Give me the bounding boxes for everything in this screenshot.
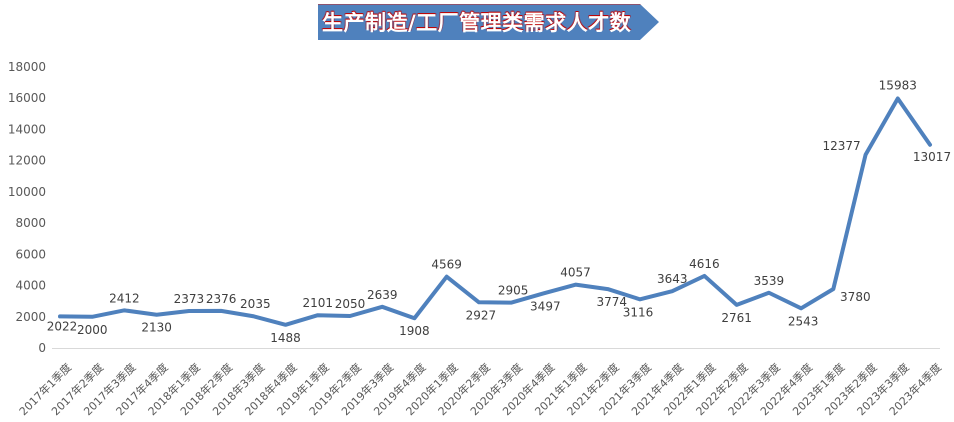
chart-title-banner: 生产制造/工厂管理类需求人才数 (318, 4, 659, 40)
data-label: 2761 (721, 311, 752, 325)
data-label: 2543 (788, 314, 819, 328)
data-label: 4057 (560, 266, 591, 280)
y-axis-tick-label: 4000 (15, 279, 46, 293)
data-label: 1908 (399, 324, 430, 338)
data-label: 3643 (657, 272, 688, 286)
data-label: 3774 (597, 295, 628, 309)
y-axis-tick-label: 14000 (8, 122, 46, 136)
data-label: 2050 (335, 297, 366, 311)
data-label: 2412 (109, 291, 140, 305)
y-axis-tick-label: 2000 (15, 310, 46, 324)
y-axis-tick-label: 16000 (8, 91, 46, 105)
data-label: 15983 (879, 78, 917, 92)
y-axis-tick-label: 18000 (8, 60, 46, 74)
data-label: 2639 (367, 288, 398, 302)
y-axis-tick-label: 10000 (8, 185, 46, 199)
data-label: 3497 (530, 299, 561, 313)
data-label: 2927 (466, 308, 497, 322)
data-label: 2000 (77, 323, 108, 337)
data-label: 2035 (240, 297, 271, 311)
y-axis-tick-label: 6000 (15, 247, 46, 261)
y-axis-tick-label: 0 (38, 341, 46, 355)
data-label: 2101 (303, 296, 334, 310)
data-label: 13017 (913, 150, 951, 164)
data-label: 3780 (840, 290, 871, 304)
data-label: 2376 (206, 292, 237, 306)
data-label: 2905 (498, 284, 529, 298)
data-label: 2022 (47, 319, 78, 333)
y-axis-tick-label: 8000 (15, 216, 46, 230)
y-axis-tick-label: 12000 (8, 154, 46, 168)
data-label: 3539 (754, 274, 785, 288)
data-label: 2373 (174, 292, 205, 306)
data-label: 4616 (689, 257, 720, 271)
data-label: 4569 (431, 258, 462, 272)
data-label: 12377 (822, 139, 860, 153)
data-label: 3116 (623, 305, 654, 319)
data-label: 2130 (141, 321, 172, 335)
chart-title: 生产制造/工厂管理类需求人才数 (322, 11, 632, 35)
data-label: 1488 (270, 331, 301, 345)
series-line[interactable] (58, 96, 932, 327)
